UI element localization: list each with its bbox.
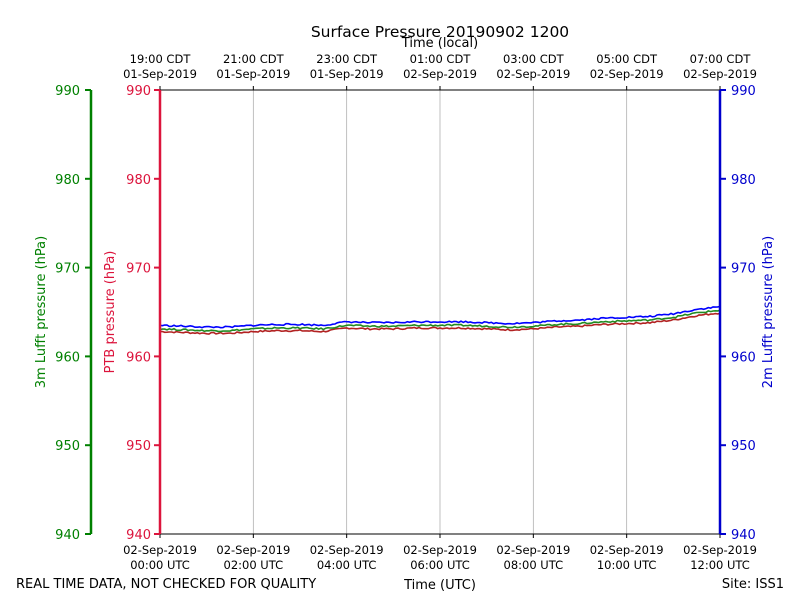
ptb-tick-label: 950 [126,439,151,454]
top-x-tick-label: 23:00 CDT [316,52,378,66]
lufft-3m-tick-label: 940 [55,528,80,543]
x-tick-label: 00:00 UTC [130,558,190,572]
lufft-2m-tick-label: 980 [731,173,756,188]
ptb-tick-label: 980 [126,173,151,188]
x-tick-label: 12:00 UTC [690,558,750,572]
top-x-tick-label: 21:00 CDT [223,52,285,66]
x-tick-label: 06:00 UTC [410,558,470,572]
x-axis-label: Time (UTC) [403,578,476,593]
x-tick-label: 04:00 UTC [317,558,377,572]
lufft-3m-tick-label: 990 [55,84,80,99]
x-tick-label: 02-Sep-2019 [216,543,290,557]
series-line-2 [159,305,721,329]
top-axis-label: Time (local) [401,36,478,51]
ptb-tick-label: 970 [126,262,151,277]
x-tick-label: 02-Sep-2019 [683,543,757,557]
lufft-2m-tick-label: 970 [731,262,756,277]
top-x-tick-label: 19:00 CDT [130,52,192,66]
lufft-2m-axis-label: 2m Lufft pressure (hPa) [761,236,776,388]
top-x-tick-label: 02-Sep-2019 [496,67,570,81]
top-x-tick-label: 03:00 CDT [503,52,565,66]
lufft-2m-tick-label: 950 [731,439,756,454]
x-tick-label: 02:00 UTC [224,558,284,572]
x-tick-label: 02-Sep-2019 [123,543,197,557]
top-x-tick-label: 07:00 CDT [690,52,752,66]
lufft-3m-tick-label: 970 [55,262,80,277]
series-layer [159,305,721,335]
chart-title: Surface Pressure 20190902 1200 [311,23,569,41]
top-x-tick-label: 02-Sep-2019 [403,67,477,81]
lufft-3m-tick-label: 980 [55,173,80,188]
quality-disclaimer: REAL TIME DATA, NOT CHECKED FOR QUALITY [16,577,316,592]
series-line-0 [159,312,721,335]
x-tick-label: 02-Sep-2019 [310,543,384,557]
top-x-tick-label: 02-Sep-2019 [683,67,757,81]
x-tick-label: 02-Sep-2019 [590,543,664,557]
x-tick-label: 10:00 UTC [597,558,657,572]
lufft-2m-tick-label: 940 [731,528,756,543]
top-x-tick-label: 01-Sep-2019 [123,67,197,81]
x-tick-label: 02-Sep-2019 [403,543,477,557]
top-x-tick-label: 01-Sep-2019 [310,67,384,81]
lufft-3m-tick-label: 950 [55,439,80,454]
top-x-tick-label: 05:00 CDT [596,52,658,66]
lufft-2m-tick-label: 960 [731,350,756,365]
top-x-tick-label: 01-Sep-2019 [216,67,290,81]
lufft-3m-axis-label: 3m Lufft pressure (hPa) [34,236,49,388]
grid-layer [252,90,628,534]
ptb-tick-label: 940 [126,528,151,543]
site-label: Site: ISS1 [722,577,784,592]
ptb-tick-label: 960 [126,350,151,365]
x-tick-label: 02-Sep-2019 [496,543,570,557]
top-x-tick-label: 01:00 CDT [410,52,472,66]
lufft-2m-tick-label: 990 [731,84,756,99]
series-line-1 [159,309,721,333]
x-tick-label: 08:00 UTC [504,558,564,572]
ptb-tick-label: 990 [126,84,151,99]
ptb-axis-label: PTB pressure (hPa) [103,251,118,374]
lufft-3m-tick-label: 960 [55,350,80,365]
top-x-tick-label: 02-Sep-2019 [590,67,664,81]
